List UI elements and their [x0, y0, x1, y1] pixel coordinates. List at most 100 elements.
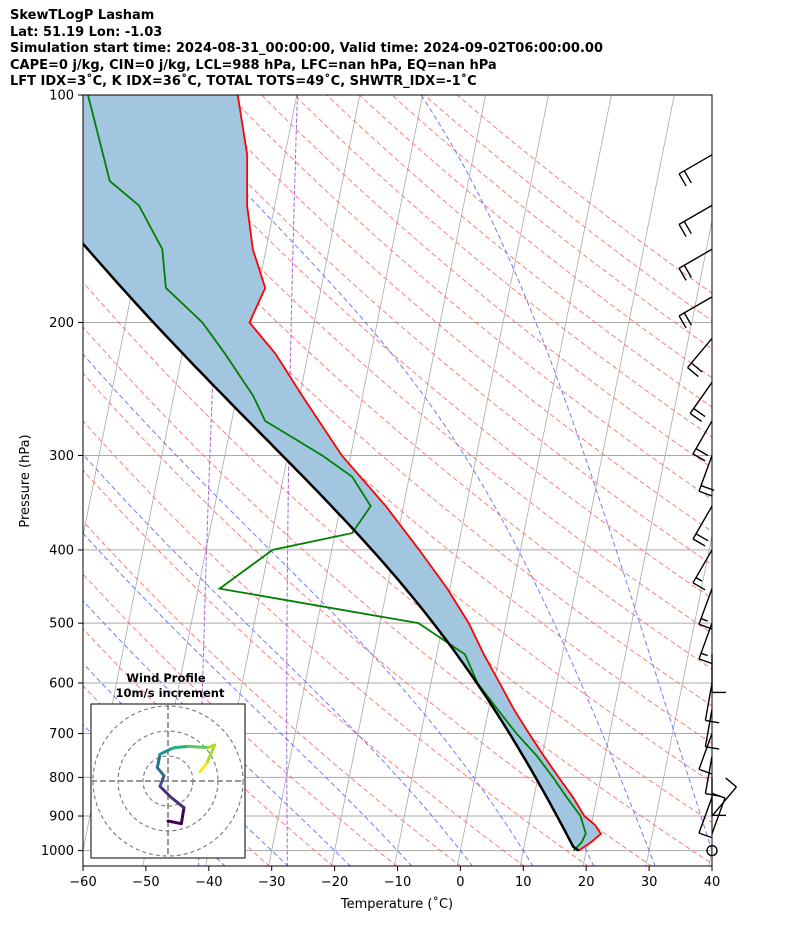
hodograph-segment — [173, 744, 190, 750]
dry-adiabat — [83, 420, 589, 866]
dry-adiabat — [261, 95, 712, 469]
dry-adiabat — [358, 95, 712, 379]
barb-flag — [678, 224, 687, 237]
barb-flag — [692, 453, 706, 462]
hodograph-segment — [155, 766, 166, 778]
hodograph-segment — [186, 744, 210, 750]
barb-staff — [698, 622, 713, 660]
y-tick-label: 100 — [49, 89, 74, 104]
wind-barbs — [678, 154, 737, 857]
x-tick-label: −60 — [69, 875, 96, 890]
barb-flag — [698, 658, 713, 665]
barb-flag — [683, 312, 692, 326]
barb-half-flag — [700, 617, 708, 622]
barb-staff — [711, 786, 737, 817]
hodograph-segment — [169, 795, 186, 810]
dry-adiabat — [228, 95, 712, 501]
temperature-line — [236, 95, 603, 852]
dry-adiabat — [196, 95, 712, 533]
y-tick-label: 600 — [49, 676, 74, 691]
x-tick-label: 10 — [515, 875, 532, 890]
header-times: Simulation start time: 2024-08-31_00:00:… — [10, 41, 603, 56]
wind-barb — [692, 505, 713, 547]
hodograph-segment — [166, 819, 183, 826]
barb-flag — [693, 407, 706, 418]
x-tick-label: −10 — [384, 875, 411, 890]
barb-staff — [698, 797, 713, 834]
wind-barb — [678, 204, 713, 237]
barb-flag — [678, 315, 687, 329]
barb-flag — [698, 768, 713, 775]
cape-cin-shading — [83, 95, 601, 851]
barb-staff — [698, 733, 713, 770]
x-tick-label: −30 — [258, 875, 285, 890]
x-tick-label: 30 — [641, 875, 658, 890]
wind-barb — [678, 154, 713, 187]
dry-adiabat — [391, 95, 712, 350]
dry-adiabat — [83, 281, 712, 824]
hodograph-segment — [158, 747, 173, 756]
moist-adiabat — [83, 600, 352, 866]
isotherm-line — [519, 95, 675, 866]
wind-barb — [689, 381, 713, 423]
y-tick-label: 800 — [49, 771, 74, 786]
isotherm-line — [708, 848, 712, 866]
x-tick-label: 0 — [456, 875, 464, 890]
wind-barb — [698, 797, 713, 839]
wind-barb — [711, 654, 726, 694]
isotherm-line — [394, 95, 549, 866]
barb-flag — [683, 170, 692, 184]
wind-barb — [698, 622, 713, 665]
y-tick-label: 700 — [49, 727, 74, 742]
barb-flag — [695, 533, 709, 542]
x-tick-label: 40 — [704, 875, 721, 890]
wind-barb — [678, 296, 713, 329]
hodograph-segment — [158, 784, 173, 799]
inset-plot — [91, 704, 245, 858]
wind-barb — [692, 549, 713, 591]
barb-flag — [698, 832, 713, 839]
barb-flag — [689, 412, 703, 423]
y-tick-label: 900 — [49, 810, 74, 825]
barb-staff — [704, 709, 713, 747]
barb-staff — [692, 505, 713, 540]
barb-flag — [692, 582, 706, 591]
isotherm-line — [645, 533, 712, 866]
barb-flag — [683, 221, 692, 234]
header-title: SkewTLogP Lasham — [10, 8, 155, 23]
isotherm-line — [582, 218, 712, 866]
parcel-path — [83, 241, 580, 852]
barb-flag — [698, 490, 713, 497]
moist-adiabat — [83, 453, 474, 866]
barb-half-flag — [695, 577, 703, 582]
y-tick-label: 400 — [49, 543, 74, 558]
barb-staff — [698, 455, 713, 492]
header-indices-2: LFT IDX=3˚C, K IDX=36˚C, TOTAL TOTS=49˚C… — [10, 74, 477, 89]
isotherm-line — [331, 95, 486, 866]
hodograph-segment — [205, 743, 217, 766]
x-axis-title: Temperature (˚C) — [340, 896, 453, 912]
moist-adiabat — [154, 95, 656, 866]
barb-flag — [698, 623, 713, 630]
dewpoint-line — [87, 95, 587, 852]
hodograph-segment — [179, 806, 186, 826]
barb-flag — [690, 362, 703, 373]
inset-title: Wind Profile — [126, 671, 206, 685]
barb-staff — [704, 682, 713, 721]
hodograph-segment — [198, 762, 209, 774]
dry-adiabat — [83, 520, 462, 866]
y-tick-label: 1000 — [41, 844, 74, 859]
dry-adiabat — [456, 95, 712, 294]
mixing-ratio-line — [286, 95, 298, 866]
barb-flag — [695, 448, 709, 457]
wind-barb — [687, 338, 713, 378]
x-tick-label: 20 — [578, 875, 595, 890]
y-tick-label: 500 — [49, 617, 74, 632]
moist-adiabat — [83, 532, 413, 866]
hodograph-segment — [158, 774, 166, 788]
barb-flag — [692, 538, 706, 547]
wind-profile-inset — [90, 703, 246, 859]
barb-flag — [687, 367, 699, 378]
dry-adiabat — [163, 95, 712, 566]
